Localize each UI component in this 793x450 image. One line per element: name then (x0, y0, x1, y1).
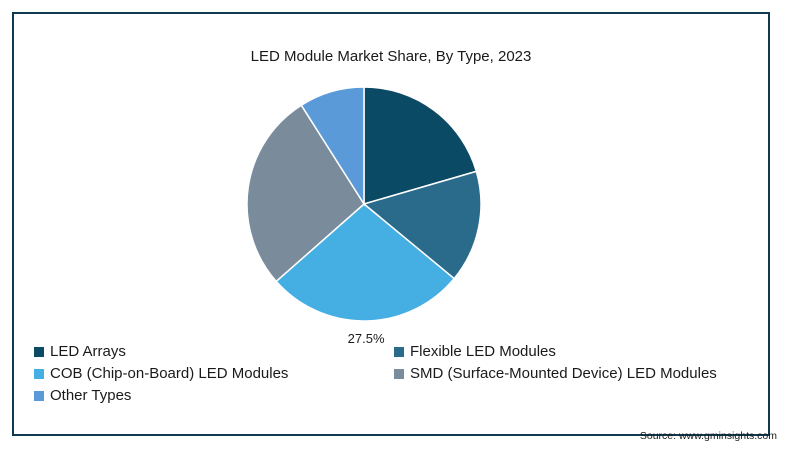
pie-slice-smd-led-modules (246, 104, 365, 283)
chart-legend: LED Arrays Flexible LED Modules COB (Chi… (34, 342, 754, 405)
legend-item-flexible-led-modules: Flexible LED Modules (394, 342, 754, 361)
legend-item-cob-led-modules: COB (Chip-on-Board) LED Modules (34, 364, 394, 383)
legend-swatch (34, 368, 44, 379)
legend-swatch (394, 368, 404, 379)
legend-swatch (34, 390, 44, 401)
legend-item-other-types: Other Types (34, 386, 394, 405)
source-note: Source: www.gminsights.com (639, 430, 777, 442)
legend-label: LED Arrays (50, 343, 126, 360)
pie-slice-cob-led-modules (275, 203, 456, 322)
pie-slice-other-types (300, 86, 365, 207)
chart-title: LED Module Market Share, By Type, 2023 (250, 48, 532, 65)
legend-label: SMD (Surface-Mounted Device) LED Modules (410, 365, 717, 382)
legend-label: Flexible LED Modules (410, 343, 556, 360)
legend-label: Other Types (50, 387, 132, 404)
legend-swatch (34, 346, 44, 357)
legend-item-led-arrays: LED Arrays (34, 342, 394, 361)
pie-slice-flexible-led-modules (362, 170, 482, 280)
legend-item-smd-led-modules: SMD (Surface-Mounted Device) LED Modules (394, 364, 754, 383)
pie-slice-led-arrays (363, 86, 478, 205)
legend-swatch (394, 346, 404, 357)
data-label-cob-led-modules: 27.5% (348, 331, 385, 346)
legend-label: COB (Chip-on-Board) LED Modules (50, 365, 289, 382)
